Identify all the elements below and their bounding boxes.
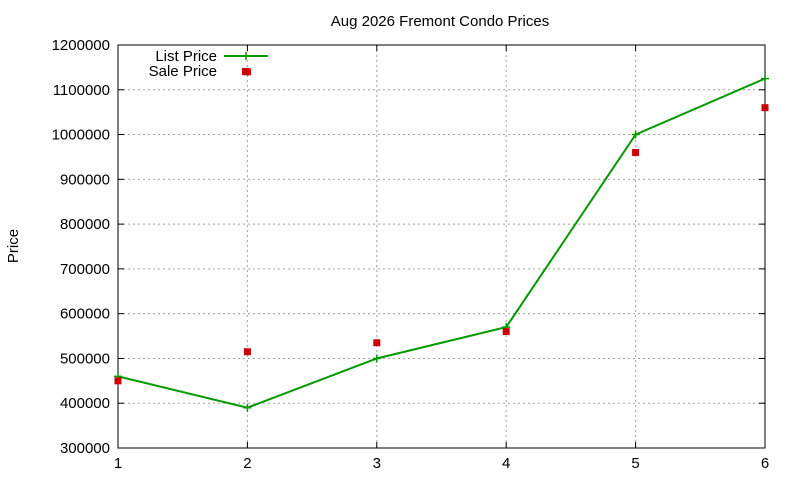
y-tick-label: 600000 [60,306,110,323]
y-tick-label: 1100000 [53,82,110,99]
legend: List Price Sale Price [149,48,268,80]
x-tick-label: 4 [502,455,510,472]
y-tick-label: 300000 [60,440,110,457]
data-point-sale-price [632,148,640,156]
data-point-sale-price [243,348,251,356]
x-tick-label: 3 [373,455,381,472]
y-tick-label: 500000 [60,350,110,367]
legend-marker-sale-price [242,68,249,75]
y-tick-label: 800000 [60,216,110,233]
series-layer [114,68,769,412]
series-line-list-price [117,77,766,409]
y-axis-label: Price [5,229,22,263]
x-tick-label: 1 [114,455,122,472]
legend-marker-list-price [242,52,250,60]
x-tick-label: 2 [243,455,251,472]
y-tick-label: 1200000 [52,37,110,54]
y-tick-label: 900000 [60,171,110,188]
x-axis: 1 2 3 4 5 6 [114,45,769,472]
data-point-sale-price [761,104,769,112]
data-point-sale-price [373,339,381,347]
data-point-list-price [761,74,769,83]
plot-frame [117,44,766,449]
data-point-list-price [372,354,381,363]
legend-label-list-price: List Price [155,48,217,65]
data-point-list-price [631,130,640,139]
x-tick-label: 6 [761,455,769,472]
data-point-sale-price [502,328,510,336]
y-tick-label: 1000000 [52,127,110,144]
x-tick-label: 5 [631,455,639,472]
legend-label-sale-price: Sale Price [149,63,217,80]
data-point-sale-price [114,377,122,385]
grid-lines [118,45,765,448]
y-axis: 300000 400000 500000 600000 700000 800000 9000… [52,37,765,457]
data-point-list-price [243,403,252,412]
chart-title: Aug 2026 Fremont Condo Prices [331,13,549,30]
y-tick-label: 400000 [60,395,110,412]
y-tick-label: 700000 [60,261,110,278]
